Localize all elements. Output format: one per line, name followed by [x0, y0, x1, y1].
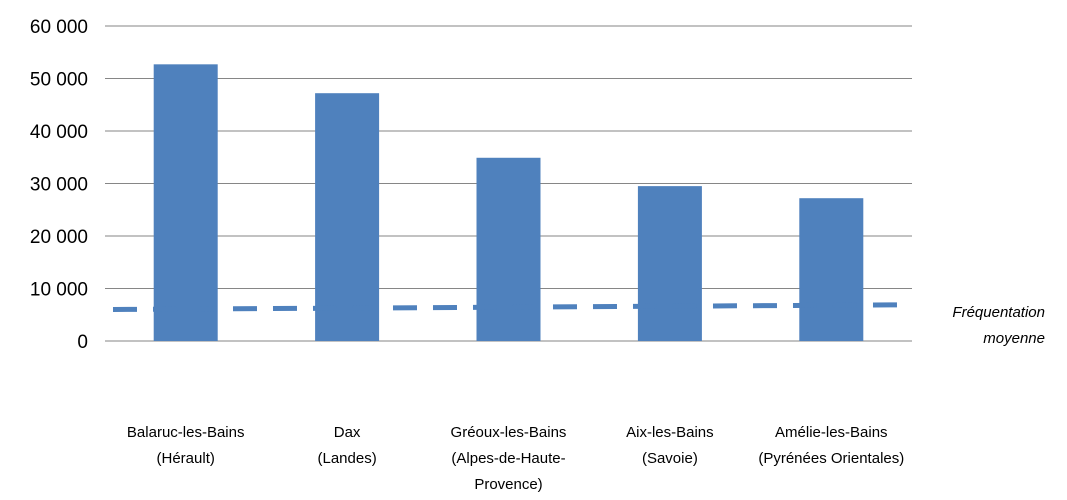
- average-line-label-text: moyenne: [983, 330, 1045, 347]
- category-label: Provence): [474, 476, 542, 493]
- category-label: (Alpes-de-Haute-: [451, 450, 565, 467]
- average-line-segment: [112, 302, 913, 312]
- bar: [799, 198, 864, 341]
- y-tick-label: 40 000: [30, 122, 88, 143]
- y-tick-label: 10 000: [30, 280, 88, 301]
- category-label: (Pyrénées Orientales): [758, 450, 904, 467]
- category-label: Gréoux-les-Bains: [451, 424, 567, 441]
- category-label: (Landes): [317, 450, 376, 467]
- y-tick-label: 60 000: [30, 17, 88, 38]
- y-axis-tick-labels: 0 10 000 20 000 30 000 40 000 50 000 60 000: [30, 17, 88, 353]
- y-tick-label: 0: [77, 332, 88, 353]
- average-line: [112, 302, 913, 312]
- category-label: (Hérault): [157, 450, 215, 467]
- bar: [315, 93, 380, 341]
- y-tick-label: 50 000: [30, 70, 88, 91]
- category-label: (Savoie): [642, 450, 698, 467]
- average-line-label-text: Fréquentation: [952, 304, 1045, 321]
- category-label: Balaruc-les-Bains: [127, 424, 245, 441]
- bars: [153, 64, 864, 341]
- category-label: Dax: [334, 424, 361, 441]
- bar: [153, 64, 218, 341]
- category-label: Aix-les-Bains: [626, 424, 714, 441]
- average-line-label: Fréquentation moyenne: [952, 304, 1045, 347]
- bar: [476, 157, 541, 341]
- category-label: Amélie-les-Bains: [775, 424, 888, 441]
- y-tick-label: 20 000: [30, 227, 88, 248]
- bar: [637, 186, 702, 341]
- y-tick-label: 30 000: [30, 175, 88, 196]
- x-axis-category-labels: Balaruc-les-Bains (Hérault) Dax (Landes) Gré…: [127, 424, 904, 493]
